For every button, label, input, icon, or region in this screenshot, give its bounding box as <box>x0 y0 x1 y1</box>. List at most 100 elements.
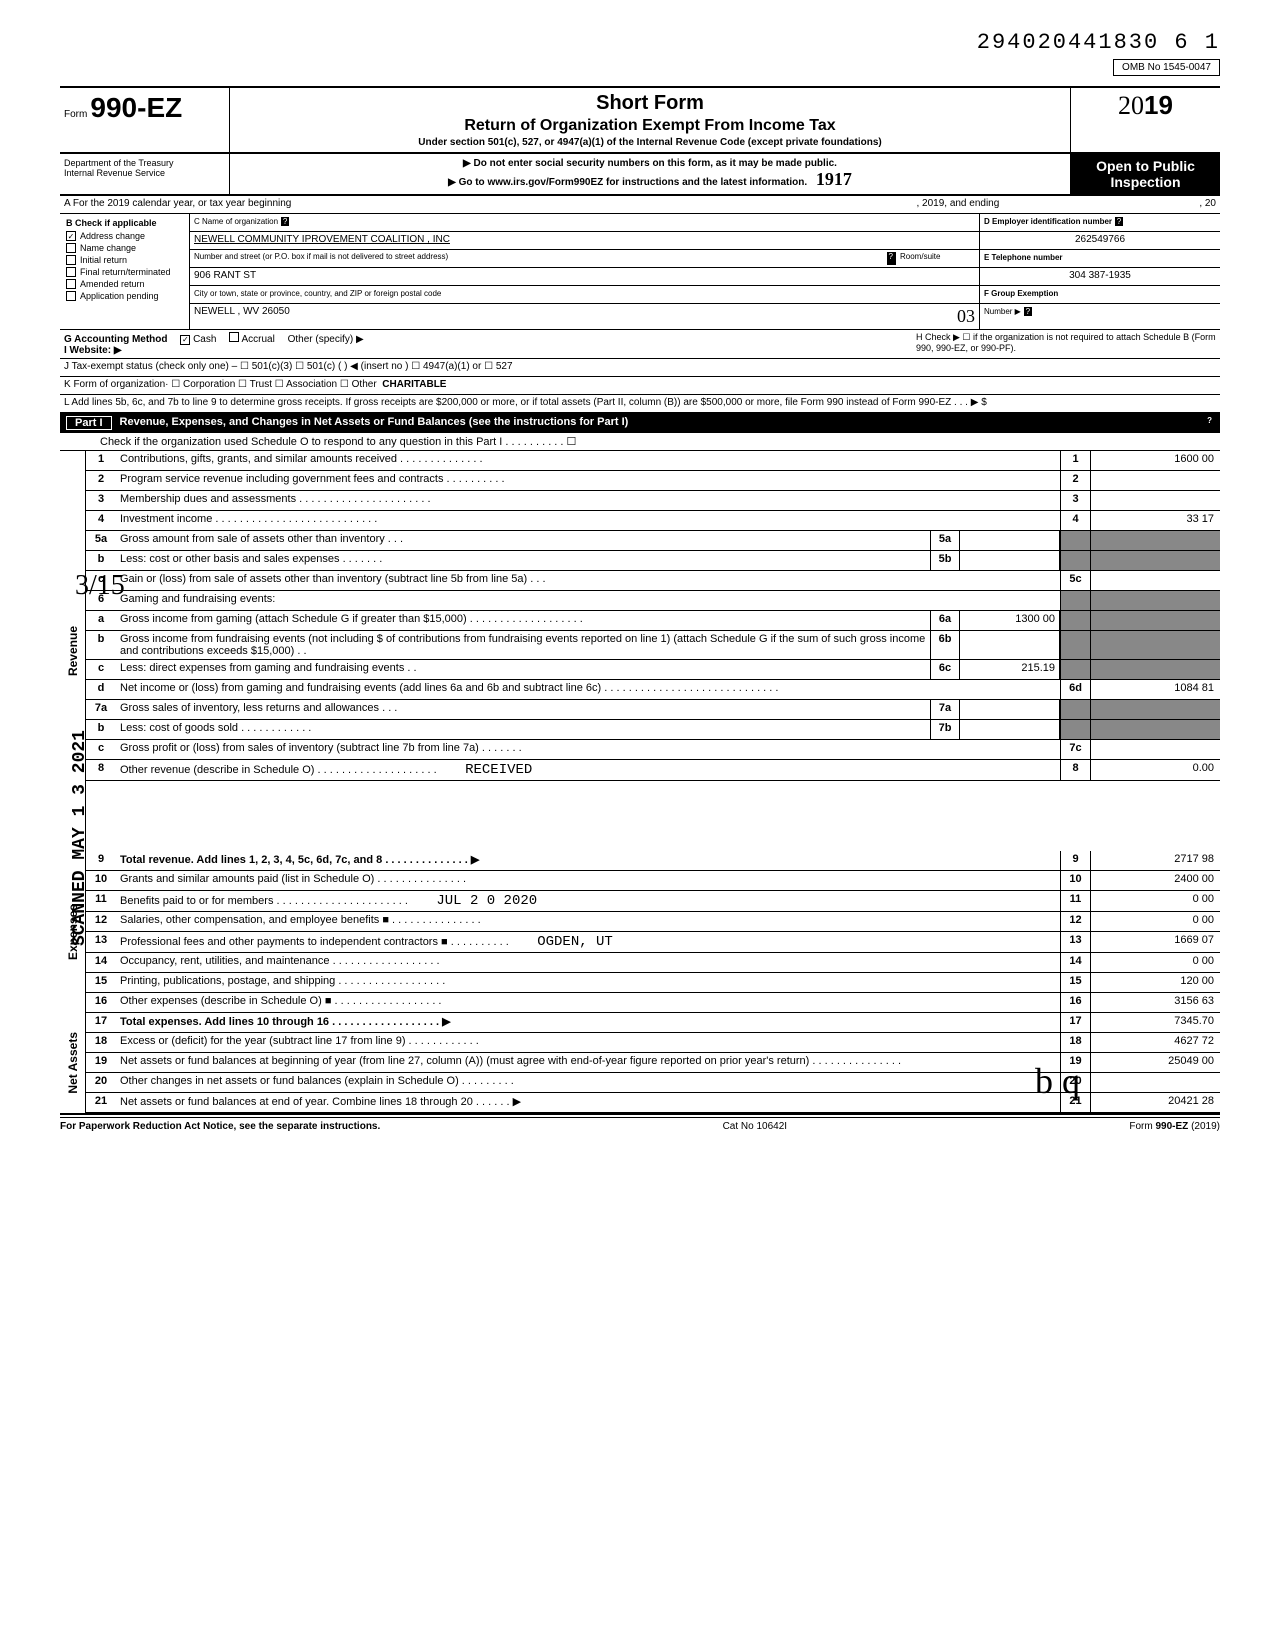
title-short-form: Short Form <box>238 92 1062 115</box>
right-line-value[interactable]: 2717 98 <box>1090 851 1220 870</box>
stamp-overlay: OGDEN, UT <box>529 934 613 950</box>
footer-cat: Cat No 10642I <box>723 1121 788 1132</box>
right-line-value[interactable] <box>1090 531 1220 550</box>
footer-left: For Paperwork Reduction Act Notice, see … <box>60 1121 380 1132</box>
right-line-number: 3 <box>1060 491 1090 510</box>
right-line-value[interactable] <box>1090 1073 1220 1092</box>
right-line-value[interactable] <box>1090 611 1220 630</box>
line-description: Other expenses (describe in Schedule O) … <box>116 993 1060 1012</box>
chk-initial-return[interactable]: Initial return <box>64 254 185 266</box>
omb-number: OMB No 1545-0047 <box>1113 59 1220 76</box>
right-line-value[interactable]: 120 00 <box>1090 973 1220 992</box>
mini-line-value[interactable] <box>960 631 1060 659</box>
mini-line-value[interactable] <box>960 720 1060 739</box>
mini-line-number: 6c <box>930 660 960 679</box>
right-line-value[interactable]: 25049 00 <box>1090 1053 1220 1072</box>
line-description: Less: cost of goods sold . . . . . . . .… <box>116 720 930 739</box>
right-line-value[interactable]: 0 00 <box>1090 891 1220 911</box>
line-number: a <box>86 611 116 630</box>
right-line-value[interactable]: 1084 81 <box>1090 680 1220 699</box>
line-description: Occupancy, rent, utilities, and maintena… <box>116 953 1060 972</box>
right-line-number: 12 <box>1060 912 1090 931</box>
line-a: A For the 2019 calendar year, or tax yea… <box>60 196 1220 214</box>
hand-year: 1917 <box>816 169 852 189</box>
org-city: NEWELL , WV 26050 03 <box>190 304 979 329</box>
right-line-value[interactable]: 0.00 <box>1090 760 1220 780</box>
mini-line-value[interactable]: 1300 00 <box>960 611 1060 630</box>
chk-name-change[interactable]: Name change <box>64 242 185 254</box>
right-line-value[interactable] <box>1090 491 1220 510</box>
right-line-number: 9 <box>1060 851 1090 870</box>
right-line-number <box>1060 531 1090 550</box>
chk-final-return[interactable]: Final return/terminated <box>64 266 185 278</box>
right-line-value[interactable]: 0 00 <box>1090 912 1220 931</box>
right-line-value[interactable]: 2400 00 <box>1090 871 1220 890</box>
right-line-number: 16 <box>1060 993 1090 1012</box>
line-number: d <box>86 680 116 699</box>
right-line-value[interactable] <box>1090 571 1220 590</box>
right-line-value[interactable]: 33 17 <box>1090 511 1220 530</box>
mini-line-value[interactable] <box>960 700 1060 719</box>
form-line-16: 16Other expenses (describe in Schedule O… <box>86 993 1220 1013</box>
top-row: 294020441830 6 1 OMB No 1545-0047 <box>60 30 1220 76</box>
right-line-value[interactable]: 0 00 <box>1090 953 1220 972</box>
mini-line-number: 6a <box>930 611 960 630</box>
line-number: c <box>86 740 116 759</box>
line-number: b <box>86 631 116 659</box>
right-line-value[interactable] <box>1090 551 1220 570</box>
right-line-number <box>1060 611 1090 630</box>
line-description: Program service revenue including govern… <box>116 471 1060 490</box>
right-line-value[interactable] <box>1090 720 1220 739</box>
col-b-header: B Check if applicable <box>64 216 185 230</box>
right-line-value[interactable] <box>1090 471 1220 490</box>
line-number: 8 <box>86 760 116 780</box>
col-c: C Name of organization ? NEWELL COMMUNIT… <box>190 214 980 329</box>
right-line-value[interactable]: 7345.70 <box>1090 1013 1220 1032</box>
line-description: Benefits paid to or for members . . . . … <box>116 891 1060 911</box>
line-description: Excess or (deficit) for the year (subtra… <box>116 1033 1060 1052</box>
right-line-value[interactable]: 4627 72 <box>1090 1033 1220 1052</box>
mini-line-value[interactable]: 215.19 <box>960 660 1060 679</box>
net-assets-label: Net Assets <box>60 1013 86 1113</box>
line-description: Total revenue. Add lines 1, 2, 3, 4, 5c,… <box>116 851 1060 870</box>
line-description: Membership dues and assessments . . . . … <box>116 491 1060 510</box>
year-bold: 19 <box>1144 90 1173 120</box>
line-number: 11 <box>86 891 116 911</box>
part-1-title: Revenue, Expenses, and Changes in Net As… <box>120 416 1206 430</box>
revenue-section: Revenue 1Contributions, gifts, grants, a… <box>60 451 1220 851</box>
chk-application-pending[interactable]: Application pending <box>64 290 185 302</box>
form-line-b: bGross income from fundraising events (n… <box>86 631 1220 660</box>
right-line-number: 1 <box>1060 451 1090 470</box>
right-line-number: 2 <box>1060 471 1090 490</box>
part-1-header: Part I Revenue, Expenses, and Changes in… <box>60 413 1220 433</box>
right-line-value[interactable] <box>1090 740 1220 759</box>
line-number: 4 <box>86 511 116 530</box>
right-line-value[interactable]: 3156 63 <box>1090 993 1220 1012</box>
form-line-b: bLess: cost or other basis and sales exp… <box>86 551 1220 571</box>
line-description: Gross income from gaming (attach Schedul… <box>116 611 930 630</box>
mini-line-value[interactable] <box>960 551 1060 570</box>
right-line-value[interactable] <box>1090 700 1220 719</box>
right-line-value[interactable] <box>1090 631 1220 659</box>
right-line-value[interactable] <box>1090 660 1220 679</box>
form-line-11: 11Benefits paid to or for members . . . … <box>86 891 1220 912</box>
telephone: 304 387-1935 <box>980 268 1220 286</box>
subtitle: Under section 501(c), 527, or 4947(a)(1)… <box>238 137 1062 148</box>
chk-amended-return[interactable]: Amended return <box>64 278 185 290</box>
right-line-number: 14 <box>1060 953 1090 972</box>
line-description: Investment income . . . . . . . . . . . … <box>116 511 1060 530</box>
right-line-value[interactable]: 1600 00 <box>1090 451 1220 470</box>
line-number: 10 <box>86 871 116 890</box>
right-line-number <box>1060 720 1090 739</box>
form-line-17: 17Total expenses. Add lines 10 through 1… <box>86 1013 1220 1033</box>
right-line-value[interactable]: 20421 28 <box>1090 1093 1220 1112</box>
year-cell: 2019 <box>1070 88 1220 152</box>
chk-address-change[interactable]: ✓Address change <box>64 230 185 242</box>
mini-line-number: 6b <box>930 631 960 659</box>
warning-url: ▶ Go to www.irs.gov/Form990EZ for instru… <box>234 169 1066 190</box>
right-line-value[interactable]: 1669 07 <box>1090 932 1220 952</box>
line-description: Less: direct expenses from gaming and fu… <box>116 660 930 679</box>
right-line-value[interactable] <box>1090 591 1220 610</box>
mini-line-value[interactable] <box>960 531 1060 550</box>
form-line-10: 10Grants and similar amounts paid (list … <box>86 871 1220 891</box>
